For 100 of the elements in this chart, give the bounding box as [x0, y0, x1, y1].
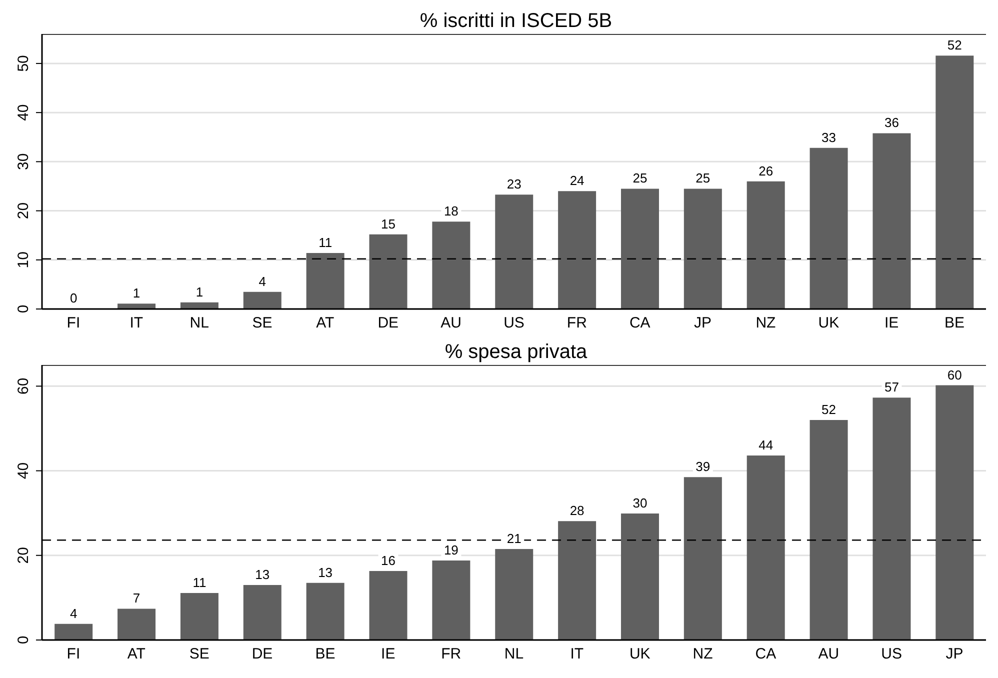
data-label: 25 — [632, 170, 648, 186]
x-tick-label: FI — [66, 646, 80, 663]
data-label: 0 — [70, 290, 78, 306]
y-tick-label: 60 — [15, 378, 32, 394]
y-tick-label: 30 — [15, 153, 32, 170]
data-label: 25 — [696, 170, 710, 186]
bar — [872, 398, 911, 640]
x-tick-label: AT — [316, 314, 334, 332]
x-tick-label: IT — [570, 646, 584, 663]
bar — [872, 133, 911, 309]
data-label: 52 — [822, 402, 836, 417]
bar — [432, 222, 470, 309]
bar — [180, 302, 218, 309]
bar — [118, 608, 156, 640]
data-label: 15 — [381, 216, 396, 232]
data-label: 16 — [381, 553, 396, 568]
bar — [243, 585, 282, 640]
data-label: 36 — [884, 115, 899, 130]
x-tick-label: JP — [946, 646, 964, 663]
data-label: 18 — [444, 204, 458, 219]
bar — [118, 304, 156, 309]
x-tick-label: FI — [66, 314, 80, 332]
y-tick-label: 40 — [15, 104, 32, 121]
data-label: 7 — [132, 590, 140, 606]
bar — [495, 194, 534, 309]
bar — [810, 148, 848, 309]
bar — [684, 477, 722, 640]
bar — [746, 181, 785, 309]
x-tick-label: DE — [252, 646, 273, 663]
bar — [558, 521, 596, 640]
x-tick-label: IE — [381, 646, 396, 663]
data-label: 60 — [947, 367, 962, 382]
x-tick-label: IE — [884, 314, 899, 332]
bar — [810, 420, 848, 640]
data-label: 13 — [255, 567, 270, 582]
x-tick-label: NZ — [756, 314, 776, 332]
y-tick-label: 10 — [15, 252, 32, 268]
bar — [369, 571, 408, 640]
x-tick-label: CA — [629, 314, 650, 332]
x-tick-label: NL — [504, 646, 524, 663]
x-tick-label: BE — [944, 314, 965, 332]
data-label: 19 — [444, 542, 458, 558]
data-label: 23 — [506, 176, 522, 192]
y-tick-label: 20 — [15, 202, 32, 220]
x-tick-label: AT — [127, 646, 146, 663]
data-label: 24 — [570, 173, 584, 188]
x-tick-label: CA — [755, 646, 776, 663]
x-tick-label: UK — [818, 314, 840, 332]
x-tick-label: JP — [694, 314, 712, 332]
y-tick-label: 50 — [15, 55, 32, 72]
bar — [306, 253, 344, 309]
y-tick-label: 0 — [15, 636, 32, 644]
y-tick-label: 40 — [15, 462, 32, 480]
bar — [243, 292, 282, 309]
bar — [369, 234, 408, 309]
data-label: 28 — [570, 503, 584, 518]
data-label: 52 — [947, 38, 962, 53]
bar — [620, 514, 659, 640]
x-tick-label: SE — [252, 314, 272, 332]
bar — [936, 56, 974, 309]
bar — [684, 188, 722, 309]
data-label: 11 — [192, 575, 206, 590]
data-label: 57 — [884, 380, 899, 395]
x-tick-label: DE — [378, 314, 399, 332]
data-label: 26 — [758, 163, 774, 178]
bar — [495, 549, 534, 640]
y-tick-label: 20 — [15, 547, 32, 564]
bar — [936, 385, 974, 640]
bar — [746, 456, 785, 640]
y-tick-label: 0 — [15, 304, 32, 314]
bar — [558, 191, 596, 309]
x-tick-label: FR — [566, 314, 588, 332]
x-tick-label: SE — [189, 646, 210, 663]
data-label: 39 — [696, 459, 710, 474]
x-tick-label: UK — [629, 646, 650, 663]
x-tick-label: AU — [440, 314, 462, 332]
x-tick-label: US — [881, 646, 902, 663]
data-label: 11 — [318, 235, 332, 250]
x-tick-label: NZ — [692, 646, 713, 663]
data-label: 1 — [132, 286, 140, 301]
x-tick-label: AU — [818, 646, 840, 663]
bar — [620, 188, 659, 309]
chart-title: % spesa privata — [444, 340, 588, 365]
bar — [54, 624, 93, 640]
data-label: 21 — [506, 531, 522, 546]
x-tick-label: BE — [315, 646, 336, 663]
data-label: 44 — [758, 438, 774, 453]
bar — [432, 560, 470, 640]
bar — [180, 593, 218, 640]
chart-title: % iscritti in ISCED 5B — [418, 9, 614, 34]
x-tick-label: IT — [130, 314, 144, 332]
data-label: 33 — [822, 130, 836, 145]
data-label: 30 — [632, 496, 648, 510]
x-tick-label: US — [504, 314, 524, 332]
data-label: 1 — [196, 284, 204, 300]
x-tick-label: NL — [190, 314, 209, 332]
data-label: 4 — [70, 606, 78, 621]
bar — [306, 582, 344, 640]
x-tick-label: FR — [441, 646, 462, 663]
data-label: 4 — [258, 274, 266, 289]
